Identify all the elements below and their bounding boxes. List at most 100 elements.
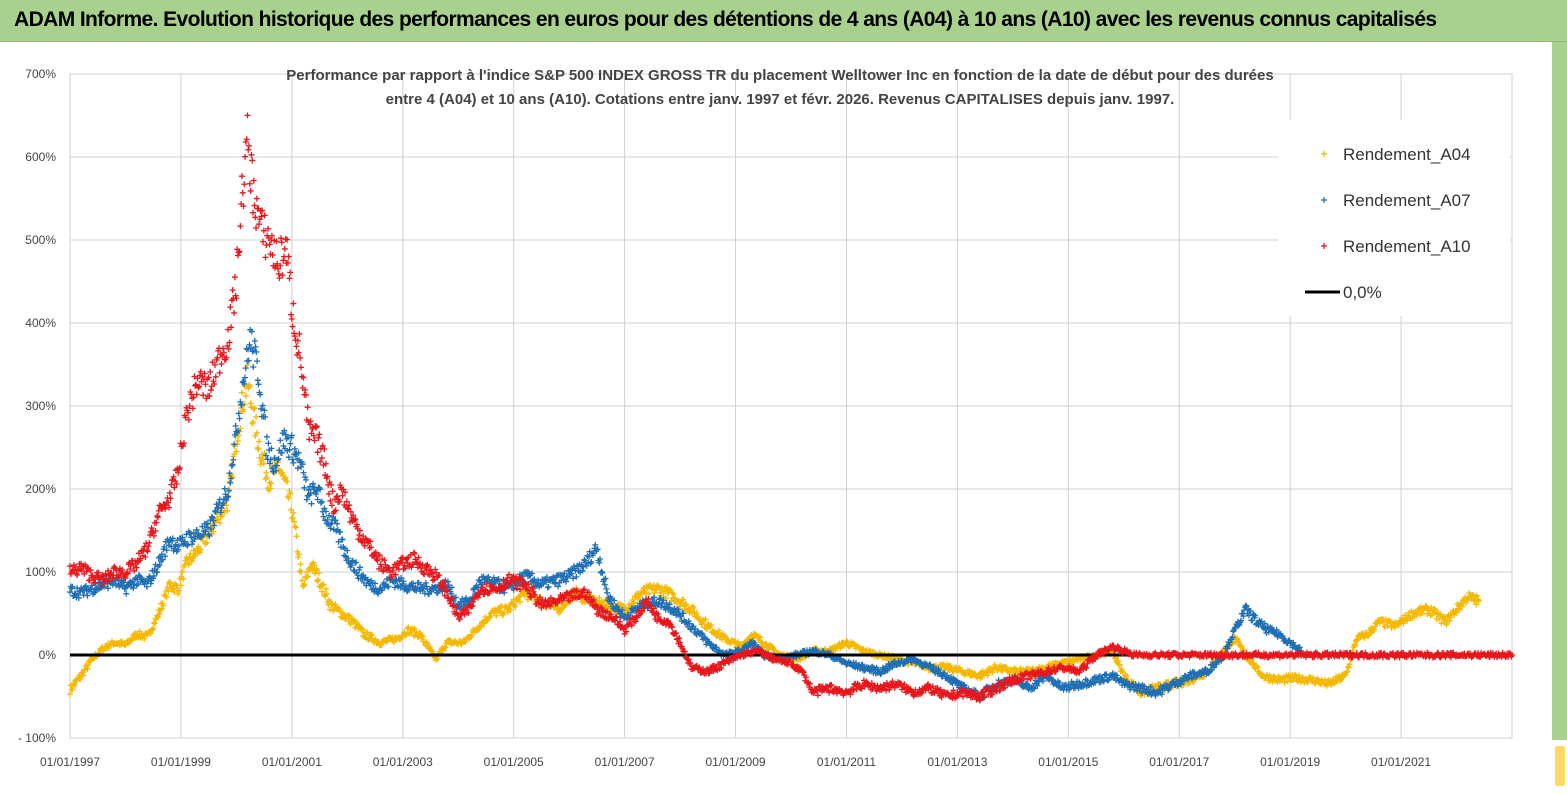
- data-point: [287, 270, 293, 276]
- data-point: [145, 548, 151, 554]
- data-point: [315, 449, 321, 455]
- y-tick-label: 700%: [25, 67, 56, 81]
- y-tick-label: 400%: [25, 316, 56, 330]
- data-point: [194, 391, 200, 397]
- data-point: [243, 393, 249, 399]
- data-point: [276, 271, 282, 277]
- y-tick-label: 600%: [25, 150, 56, 164]
- data-point: [232, 274, 238, 280]
- data-point: [412, 551, 418, 557]
- data-point: [295, 554, 301, 560]
- data-point: [305, 404, 311, 410]
- data-point: [316, 431, 322, 437]
- data-point: [252, 338, 258, 344]
- data-point: [314, 578, 320, 584]
- data-point: [217, 370, 223, 376]
- x-tick-label: 01/01/2005: [484, 755, 544, 769]
- series-Rendement_A04: [67, 362, 1482, 698]
- x-tick-label: 01/01/2009: [706, 755, 766, 769]
- data-point: [246, 143, 252, 149]
- data-point: [154, 513, 160, 519]
- data-point: [218, 361, 224, 367]
- data-point: [207, 369, 213, 375]
- data-point: [249, 157, 255, 163]
- data-point: [277, 437, 283, 443]
- data-point: [105, 585, 111, 591]
- y-tick-label: 200%: [25, 482, 56, 496]
- data-point: [255, 446, 261, 452]
- data-point: [290, 301, 296, 307]
- y-tick-label: 0%: [39, 648, 57, 662]
- x-tick-label: 01/01/2003: [373, 755, 433, 769]
- x-tick-label: 01/01/1999: [151, 755, 211, 769]
- data-point: [231, 310, 237, 316]
- performance-chart: 700% 600% 500% 400% 300% 200% 100% 0% - 100% 01/0…: [0, 42, 1552, 790]
- x-tick-label: 01/01/2021: [1371, 755, 1431, 769]
- data-point: [295, 465, 301, 471]
- data-point: [237, 223, 243, 229]
- data-point: [256, 381, 262, 387]
- data-point: [255, 445, 261, 451]
- data-point: [251, 178, 257, 184]
- data-point: [298, 561, 304, 567]
- data-point: [293, 525, 299, 531]
- data-point: [318, 500, 324, 506]
- y-tick-label: 500%: [25, 233, 56, 247]
- data-point: [253, 414, 259, 420]
- x-tick-label: 01/01/2007: [595, 755, 655, 769]
- data-point: [254, 358, 260, 364]
- data-point: [247, 181, 253, 187]
- data-point: [245, 147, 251, 153]
- data-point: [252, 203, 258, 209]
- data-point: [242, 154, 248, 160]
- data-point: [287, 441, 293, 447]
- data-point: [545, 585, 551, 591]
- x-tick-label: 01/01/2019: [1260, 755, 1320, 769]
- data-point: [301, 583, 307, 589]
- data-point: [250, 364, 256, 370]
- data-point: [230, 462, 236, 468]
- data-point: [146, 540, 152, 546]
- data-point: [265, 440, 271, 446]
- data-point: [256, 439, 262, 445]
- data-point: [241, 181, 247, 187]
- x-tick-label: 01/01/2001: [262, 755, 322, 769]
- data-point: [599, 569, 605, 575]
- data-point: [239, 390, 245, 396]
- data-point: [263, 254, 269, 260]
- x-tick-label: 01/01/2013: [927, 755, 987, 769]
- data-point: [227, 480, 233, 486]
- data-point: [293, 343, 299, 349]
- data-point: [155, 514, 161, 520]
- data-point: [255, 377, 261, 383]
- data-point: [254, 196, 260, 202]
- data-point: [200, 392, 206, 398]
- x-tick-label: 01/01/1997: [40, 755, 100, 769]
- data-point: [290, 324, 296, 330]
- y-tick-label: 300%: [25, 399, 56, 413]
- data-point: [356, 532, 362, 538]
- banner-title: ADAM Informe. Evolution historique des p…: [14, 8, 1437, 32]
- data-point: [253, 225, 259, 231]
- data-point: [240, 190, 246, 196]
- y-tick-label: - 100%: [18, 731, 56, 745]
- data-point: [239, 173, 245, 179]
- report-banner: ADAM Informe. Evolution historique des p…: [0, 0, 1567, 42]
- data-point: [288, 312, 294, 318]
- data-point: [227, 304, 233, 310]
- data-point: [289, 316, 295, 322]
- data-point: [298, 364, 304, 370]
- data-point: [256, 221, 262, 227]
- data-point: [264, 434, 270, 440]
- x-tick-label: 01/01/2011: [817, 755, 876, 769]
- data-point: [244, 112, 250, 118]
- x-tick-label: 01/01/2015: [1038, 755, 1098, 769]
- y-tick-label: 100%: [25, 565, 56, 579]
- data-point: [230, 287, 236, 293]
- data-point: [292, 523, 298, 529]
- data-point: [280, 272, 286, 278]
- data-point: [282, 246, 288, 252]
- data-point: [309, 501, 315, 507]
- data-point: [237, 416, 243, 422]
- data-point: [306, 436, 312, 442]
